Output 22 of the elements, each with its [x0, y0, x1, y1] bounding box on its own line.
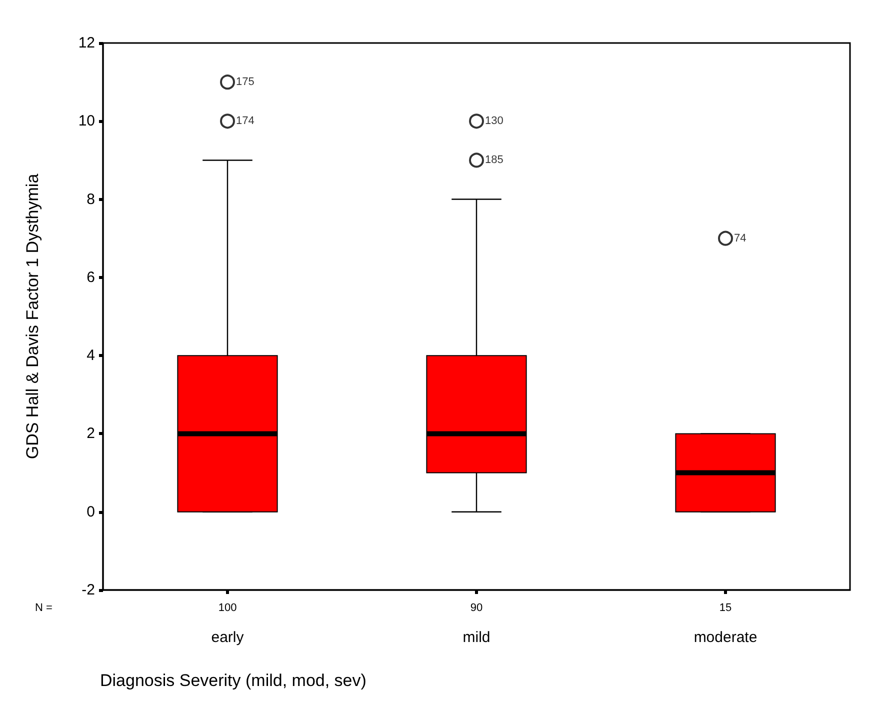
x-axis-title: Diagnosis Severity (mild, mod, sev)	[100, 671, 366, 690]
text: 100	[218, 602, 237, 614]
x-tick-label: moderate	[694, 629, 758, 646]
y-tick-label: 4	[86, 347, 95, 364]
y-tick-label: 12	[78, 34, 95, 52]
y-tick-label: -2	[82, 582, 95, 598]
annotation: 175	[236, 76, 254, 88]
y-tick-label: 6	[86, 268, 95, 286]
y-axis-title: GDS Hall & Davis Factor 1 Dysthymia	[23, 173, 42, 460]
y-tick-label: 2	[86, 425, 95, 442]
text: N =	[35, 602, 52, 614]
annotation: 174	[236, 115, 254, 128]
y-tick-label: 8	[86, 190, 95, 208]
text: 15	[719, 602, 732, 614]
x-tick-label: early	[211, 629, 244, 646]
annotation: 74	[734, 232, 746, 244]
text: 90	[470, 602, 483, 614]
y-tick-label: 0	[86, 503, 95, 520]
annotation: 185	[485, 154, 504, 166]
annotation: 130	[485, 115, 504, 128]
x-tick-label: mild	[462, 629, 490, 646]
y-tick-label: 10	[78, 112, 95, 130]
